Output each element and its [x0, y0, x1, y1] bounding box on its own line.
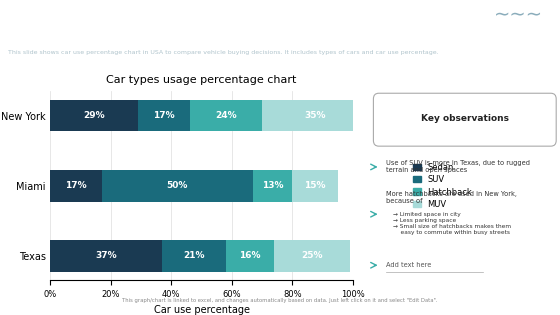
Title: Car types usage percentage chart: Car types usage percentage chart [106, 75, 297, 85]
Text: ∼∼∼: ∼∼∼ [494, 6, 543, 25]
Text: 16%: 16% [239, 251, 261, 261]
Text: This graph/chart is linked to excel, and changes automatically based on data. Ju: This graph/chart is linked to excel, and… [122, 298, 438, 303]
Bar [162, 240, 226, 272]
Text: Use of SUV is more in Texas, due to rugged
terrain and open spaces: Use of SUV is more in Texas, due to rugg… [386, 160, 530, 174]
Text: 17%: 17% [153, 111, 175, 120]
Legend: Sedan, SUV, Hatchback, MUV: Sedan, SUV, Hatchback, MUV [409, 159, 475, 212]
Text: Key observations: Key observations [421, 114, 509, 123]
Text: 29%: 29% [83, 111, 105, 120]
Bar [138, 100, 189, 131]
Bar [292, 170, 338, 202]
Bar [50, 100, 138, 131]
FancyBboxPatch shape [374, 93, 556, 146]
Text: This slide shows car use percentage chart in USA to compare vehicle buying decis: This slide shows car use percentage char… [8, 50, 439, 55]
Text: 17%: 17% [66, 181, 87, 190]
Bar [226, 240, 274, 272]
Bar [102, 170, 253, 202]
Text: Car types used in USA stacked percentage graph: Car types used in USA stacked percentage… [8, 20, 414, 34]
Bar [274, 240, 350, 272]
Text: 15%: 15% [304, 181, 326, 190]
Text: 50%: 50% [167, 181, 188, 190]
Text: 37%: 37% [96, 251, 117, 261]
Bar [50, 170, 102, 202]
Bar [50, 240, 162, 272]
Text: → Limited space in city
→ Less parking space
→ Small size of hatchbacks makes th: → Limited space in city → Less parking s… [393, 212, 511, 235]
Bar [253, 170, 292, 202]
Text: Add text here: Add text here [386, 262, 431, 268]
Text: 13%: 13% [262, 181, 283, 190]
Text: 35%: 35% [304, 111, 326, 120]
X-axis label: Car use percentage: Car use percentage [153, 305, 250, 315]
Bar [262, 100, 368, 131]
Text: More hatchbacks are used in New York,
because of: More hatchbacks are used in New York, be… [386, 191, 517, 204]
Text: 25%: 25% [301, 251, 323, 261]
Bar [189, 100, 262, 131]
Text: 24%: 24% [215, 111, 237, 120]
Text: 21%: 21% [183, 251, 205, 261]
